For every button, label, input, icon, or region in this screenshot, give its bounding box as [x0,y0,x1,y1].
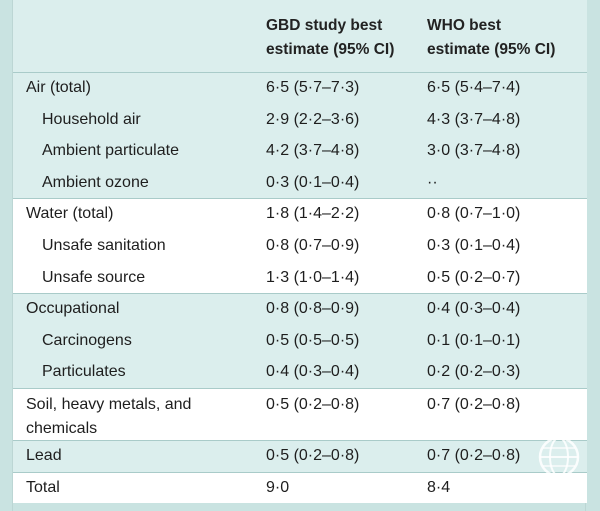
gbd-estimate-cell: 0·5 (0·2–0·8) [266,396,360,413]
table-row: Unsafe source 1·3 (1·0–1·4) 0·5 (0·2–0·7) [13,262,587,294]
table-row: Household air 2·9 (2·2–3·6) 4·3 (3·7–4·8) [13,104,587,136]
table-row: Lead 0·5 (0·2–0·8) 0·7 (0·2–0·8) [13,440,587,472]
row-group: Occupational 0·8 (0·8–0·9) 0·4 (0·3–0·4) Ca… [13,293,587,388]
table-row: Ambient ozone 0·3 (0·1–0·4) ·· [13,167,587,199]
gbd-column-header: GBD study best estimate (95% CI) [266,14,394,62]
row-sublabel: Ambient ozone [42,173,149,191]
who-estimate-cell: 8·4 [427,478,451,496]
row-label: Total [26,478,60,496]
row-sublabel: Unsafe sanitation [42,236,166,254]
row-label: Lead [26,447,62,464]
who-estimate-cell: ·· [427,173,438,191]
table-row: Ambient particulate 4·2 (3·7–4·8) 3·0 (3·7… [13,135,587,167]
who-estimate-cell: 6·5 (5·4–7·4) [427,79,521,96]
gbd-estimate-cell: 1·8 (1·4–2·2) [266,205,360,223]
gbd-estimate-cell: 4·2 (3·7–4·8) [266,142,360,160]
row-divider [13,293,587,295]
gbd-estimate-cell: 0·5 (0·5–0·5) [266,331,360,349]
gbd-estimate-cell: 1·3 (1·0–1·4) [266,268,360,286]
gbd-header-line2: estimate (95% CI) [266,41,395,58]
row-label: Occupational [26,300,120,318]
table-row: Carcinogens 0·5 (0·5–0·5) 0·1 (0·1–0·1) [13,325,587,357]
gbd-header-line1: GBD study best [266,17,383,34]
who-estimate-cell: 0·8 (0·7–1·0) [427,205,521,223]
who-estimate-cell: 0·7 (0·2–0·8) [427,396,521,413]
row-group: Total 9·0 8·4 [13,471,587,504]
table-row: Unsafe sanitation 0·8 (0·7–0·9) 0·3 (0·1–0… [13,230,587,262]
row-label: Air (total) [26,79,91,96]
row-divider [13,471,587,473]
row-group: Lead 0·5 (0·2–0·8) 0·7 (0·2–0·8) [13,440,587,472]
who-estimate-cell: 4·3 (3·7–4·8) [427,110,521,128]
table-row: Air (total) 6·5 (5·7–7·3) 6·5 (5·4–7·4) [13,72,587,104]
who-estimate-cell: 0·3 (0·1–0·4) [427,236,521,254]
gbd-estimate-cell: 2·9 (2·2–3·6) [266,110,360,128]
gbd-estimate-cell: 0·8 (0·7–0·9) [266,236,360,254]
table-header: GBD study best estimate (95% CI) WHO bes… [13,0,587,72]
who-estimate-cell: 0·1 (0·1–0·1) [427,331,521,349]
who-estimate-cell: 0·2 (0·2–0·3) [427,363,521,381]
table-frame: GBD study best estimate (95% CI) WHO bes… [12,0,587,511]
row-label: Water (total) [26,205,114,223]
who-header-line2: estimate (95% CI) [427,41,556,58]
gbd-estimate-cell: 9·0 [266,478,290,496]
row-divider [13,440,587,441]
row-sublabel: Unsafe source [42,268,146,286]
table-row: Total 9·0 8·4 [13,472,587,504]
gbd-estimate-cell: 0·8 (0·8–0·9) [266,300,360,318]
row-group: Air (total) 6·5 (5·7–7·3) 6·5 (5·4–7·4) Hou… [13,72,587,199]
table-row: Soil, heavy metals, and chemicals 0·5 (0·… [13,388,587,440]
who-estimate-cell: 3·0 (3·7–4·8) [427,142,521,160]
table-row: Water (total) 1·8 (1·4–2·2) 0·8 (0·7–1·0) [13,198,587,230]
who-estimate-cell: 0·5 (0·2–0·7) [427,268,521,286]
row-divider [13,198,587,200]
row-group: Soil, heavy metals, and chemicals 0·5 (0·… [13,388,587,440]
row-sublabel: Household air [42,110,141,128]
row-sublabel: Ambient particulate [42,142,179,160]
gbd-estimate-cell: 0·3 (0·1–0·4) [266,173,360,191]
gbd-estimate-cell: 0·5 (0·2–0·8) [266,447,360,464]
table-row: Particulates 0·4 (0·3–0·4) 0·2 (0·2–0·3) [13,356,587,388]
globe-watermark-icon [538,436,580,478]
who-header-line1: WHO best [427,17,502,34]
who-estimate-cell: 0·7 (0·2–0·8) [427,447,521,464]
row-sublabel: Carcinogens [42,331,132,349]
row-group: Water (total) 1·8 (1·4–2·2) 0·8 (0·7–1·0) U… [13,198,587,294]
row-label: Soil, heavy metals, and chemicals [26,396,192,437]
row-divider [13,72,587,73]
gbd-estimate-cell: 6·5 (5·7–7·3) [266,79,360,96]
table-row: Occupational 0·8 (0·8–0·9) 0·4 (0·3–0·4) [13,293,587,325]
who-estimate-cell: 0·4 (0·3–0·4) [427,300,521,318]
who-column-header: WHO best estimate (95% CI) [427,14,555,62]
row-sublabel: Particulates [42,363,126,381]
gbd-estimate-cell: 0·4 (0·3–0·4) [266,363,360,381]
row-divider [13,388,587,389]
